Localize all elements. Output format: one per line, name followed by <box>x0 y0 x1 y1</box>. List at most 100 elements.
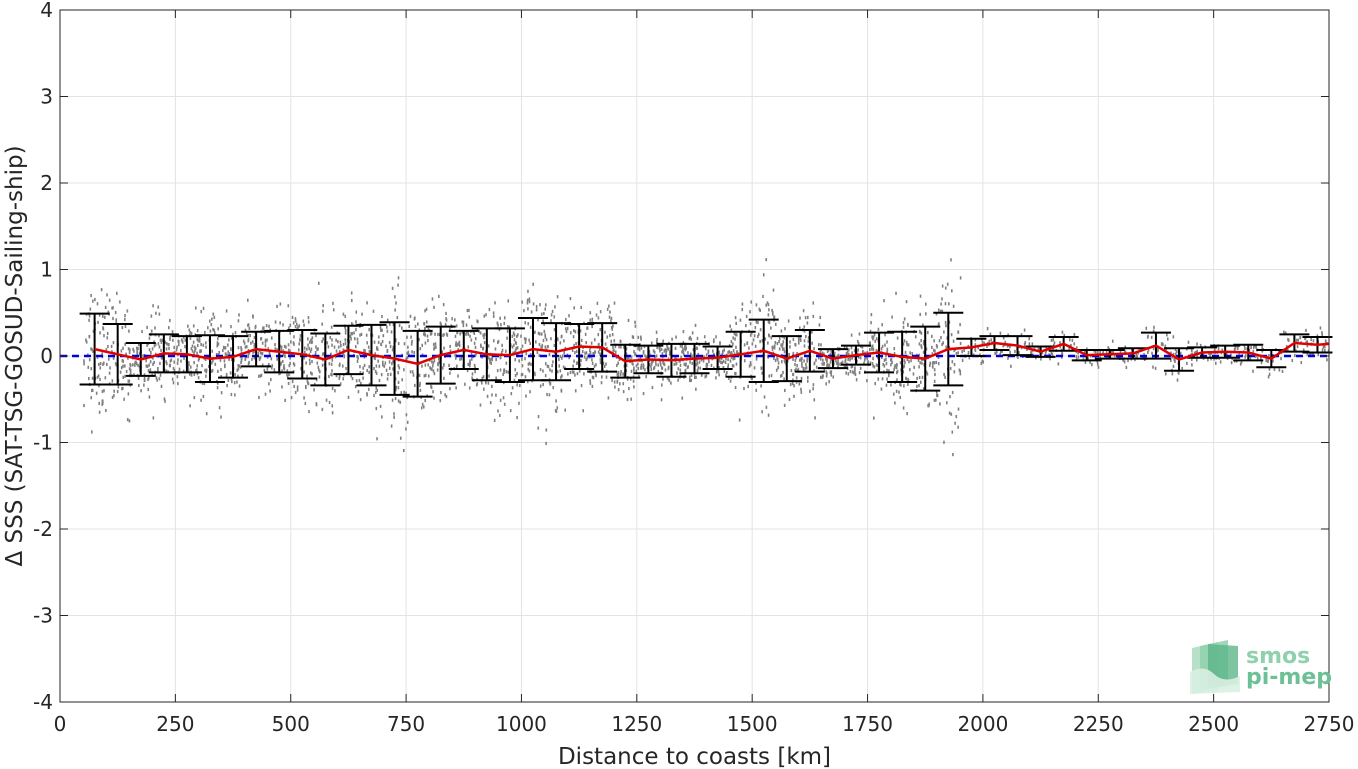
scatter-point <box>941 284 944 288</box>
scatter-point <box>559 341 562 345</box>
scatter-point <box>753 366 756 370</box>
mean-line <box>94 341 1330 366</box>
y-tick-label: 3 <box>40 85 53 109</box>
scatter-point <box>350 374 353 378</box>
scatter-point <box>1260 361 1263 365</box>
scatter-point <box>886 377 888 381</box>
logo-text-smos: smos <box>1246 644 1310 669</box>
scatter-point <box>389 344 392 349</box>
scatter-point <box>778 336 781 341</box>
scatter-point <box>439 321 442 325</box>
scatter-point <box>669 350 671 354</box>
scatter-point <box>311 372 313 376</box>
scatter-point <box>1119 350 1122 354</box>
scatter-point <box>101 389 104 394</box>
scatter-point <box>1113 353 1116 358</box>
scatter-point <box>187 360 190 365</box>
scatter-point <box>649 353 651 357</box>
scatter-point <box>922 323 924 327</box>
scatter-point <box>561 374 563 378</box>
scatter-point <box>665 352 667 356</box>
scatter-point <box>315 333 317 338</box>
scatter-point <box>542 319 544 323</box>
scatter-point <box>770 326 772 330</box>
scatter-point <box>888 369 890 373</box>
scatter-point <box>276 357 279 361</box>
scatter-point <box>498 413 501 418</box>
scatter-point <box>217 342 220 346</box>
scatter-point <box>328 374 330 379</box>
scatter-point <box>268 351 271 355</box>
scatter-point <box>903 359 906 363</box>
scatter-point <box>224 363 226 367</box>
scatter-point <box>445 332 448 336</box>
scatter-point <box>599 347 601 351</box>
scatter-point <box>612 345 614 350</box>
scatter-point <box>406 335 408 339</box>
scatter-point <box>197 339 200 343</box>
scatter-point <box>893 352 896 356</box>
scatter-point <box>167 326 170 330</box>
scatter-point <box>780 329 783 333</box>
scatter-point <box>829 360 832 364</box>
scatter-point <box>950 333 953 337</box>
scatter-point <box>573 306 575 310</box>
scatter-point <box>429 366 431 370</box>
scatter-point <box>524 340 527 344</box>
scatter-point <box>854 366 856 370</box>
scatter-point <box>1105 350 1108 354</box>
scatter-point <box>819 350 822 354</box>
scatter-point <box>279 302 282 306</box>
scatter-point <box>419 388 422 393</box>
scatter-point <box>548 380 551 384</box>
scatter-point <box>579 329 582 333</box>
scatter-point <box>372 309 375 313</box>
scatter-point <box>599 328 602 332</box>
scatter-point <box>397 386 400 390</box>
scatter-point <box>1166 333 1168 337</box>
scatter-point <box>819 375 822 379</box>
scatter-point <box>286 374 289 379</box>
scatter-point <box>253 344 256 349</box>
scatter-point <box>581 349 584 354</box>
scatter-point <box>422 405 425 409</box>
scatter-point <box>497 339 500 344</box>
scatter-point <box>125 352 127 356</box>
scatter-point <box>293 384 295 389</box>
scatter-point <box>180 348 182 353</box>
scatter-point <box>121 325 124 330</box>
scatter-point <box>392 367 394 371</box>
scatter-point <box>600 381 603 385</box>
scatter-point <box>823 361 825 366</box>
scatter-point <box>857 348 859 352</box>
scatter-point <box>893 367 895 372</box>
scatter-point <box>321 339 323 344</box>
scatter-point <box>679 363 682 367</box>
scatter-point <box>568 356 570 360</box>
scatter-point <box>328 400 331 405</box>
scatter-point <box>996 350 998 354</box>
scatter-point <box>434 342 437 346</box>
scatter-point <box>303 323 305 327</box>
scatter-point <box>586 326 588 330</box>
scatter-point <box>514 348 517 353</box>
scatter-point <box>1287 348 1289 353</box>
scatter-point <box>689 360 691 364</box>
scatter-point <box>872 335 875 339</box>
scatter-point <box>762 294 764 299</box>
scatter-point <box>537 331 540 335</box>
scatter-point <box>342 312 345 316</box>
scatter-point <box>704 340 707 344</box>
scatter-point <box>339 362 341 366</box>
scatter-point <box>1073 332 1076 337</box>
scatter-point <box>204 357 207 362</box>
scatter-point <box>280 348 283 353</box>
scatter-point <box>486 394 489 398</box>
scatter-point <box>492 339 495 343</box>
y-tick-label: 2 <box>40 171 53 195</box>
scatter-point <box>337 340 339 344</box>
scatter-point <box>449 344 451 349</box>
x-axis-ticks: 0 250 500 750 1000 1250 1500 1750 2000 2250 2500 27… <box>54 10 1354 736</box>
scatter-point <box>191 344 194 348</box>
scatter-point <box>295 322 298 326</box>
